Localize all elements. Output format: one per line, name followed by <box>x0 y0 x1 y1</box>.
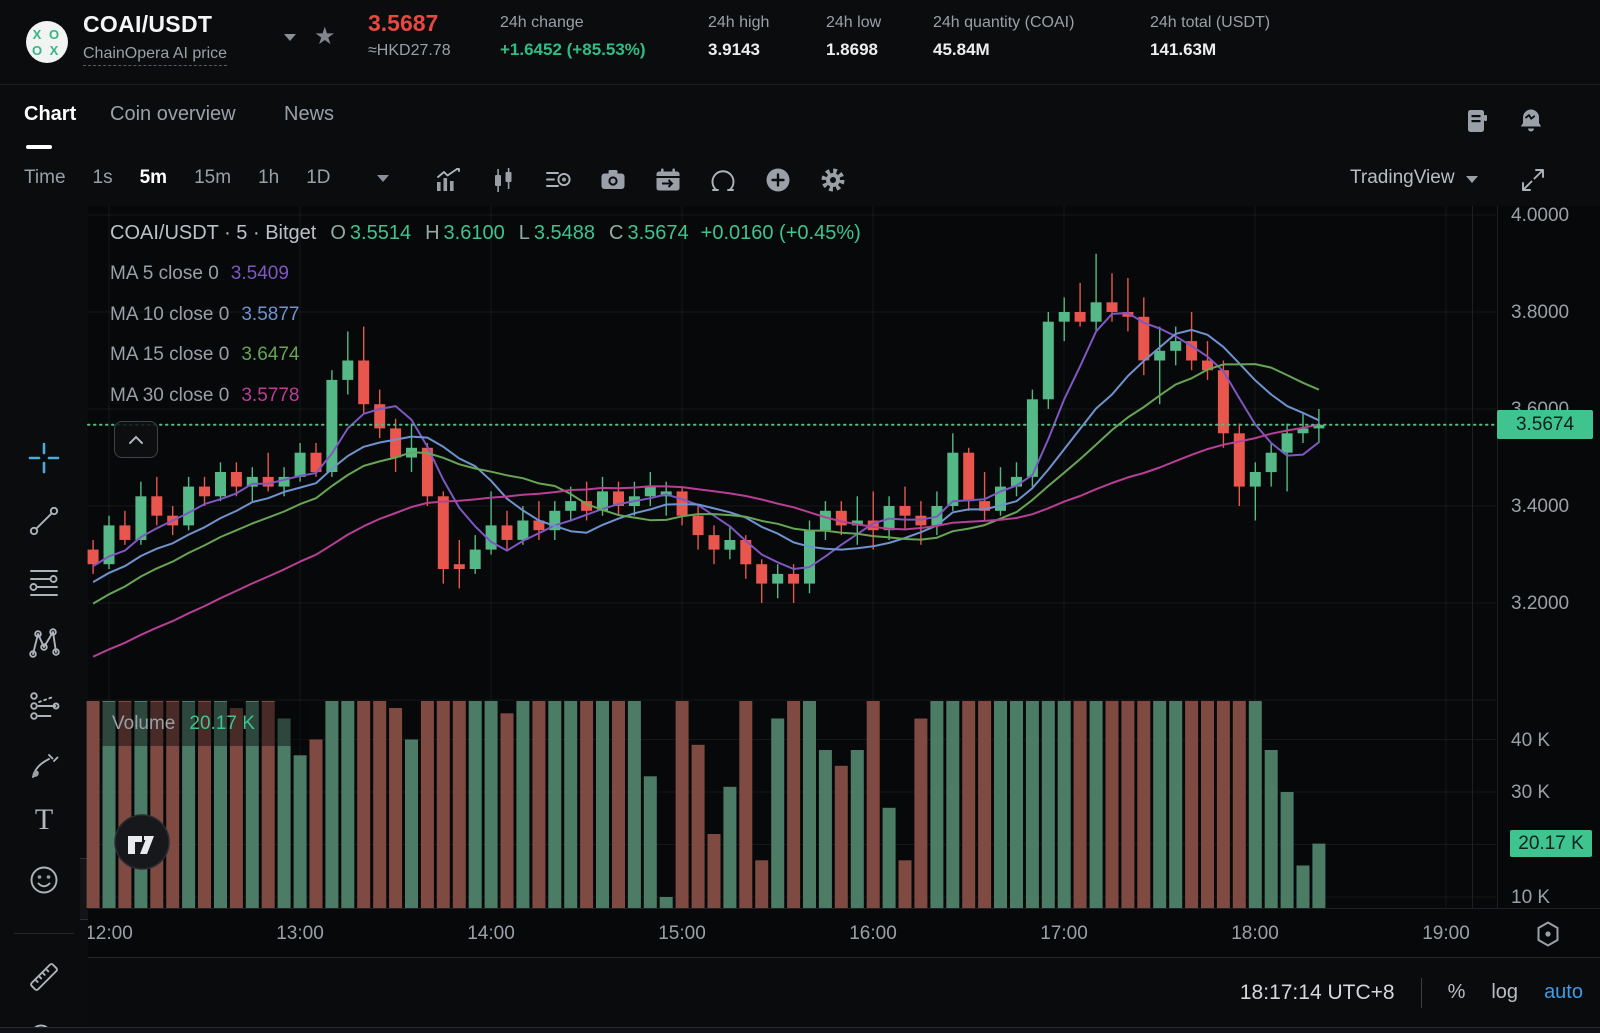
orders-journal-icon[interactable] <box>1462 106 1492 136</box>
timeframe-1h[interactable]: 1h <box>258 167 280 188</box>
status-bar: 18:17:14 UTC+8 % log auto <box>88 957 1600 1027</box>
trend-line-icon[interactable] <box>27 504 61 538</box>
chart-type-icon[interactable] <box>488 165 518 195</box>
pair-title: COAI/USDT <box>83 11 213 37</box>
timeframe-time[interactable]: Time <box>24 167 66 188</box>
chart-toolbar: Time 1s 5m 15m 1h 1D <box>0 150 1600 207</box>
xabcd-pattern-icon[interactable] <box>27 626 61 660</box>
add-indicator-icon[interactable] <box>763 165 793 195</box>
chart-legend: COAI/USDT · 5 · Bitget O 3.5514 H 3.6100 L 3.5… <box>110 222 861 244</box>
timeframe-more-caret-icon[interactable] <box>377 175 389 182</box>
go-to-date-calendar-icon[interactable] <box>653 165 683 195</box>
ma30-legend[interactable]: MA 30 close 0 3.5778 <box>110 385 300 406</box>
timeframe-group: Time 1s 5m 15m 1h 1D <box>24 150 330 206</box>
time-tick: 16:00 <box>849 923 897 944</box>
crosshair-icon[interactable] <box>27 441 61 475</box>
tab-chart[interactable]: Chart <box>24 103 77 125</box>
indicators-icon[interactable] <box>433 165 463 195</box>
header: X O O X COAI/USDT ChainOpera AI price ★ … <box>0 0 1600 85</box>
time-tick: 17:00 <box>1040 923 1088 944</box>
ruler-icon[interactable] <box>27 960 61 994</box>
fullscreen-icon[interactable] <box>1518 165 1548 195</box>
emoji-icon[interactable] <box>27 863 61 897</box>
favorite-star-icon[interactable]: ★ <box>314 23 336 50</box>
volume-tick: 30 K <box>1511 782 1551 803</box>
chart-canvas[interactable] <box>88 206 1600 908</box>
tradingview-logo[interactable] <box>114 814 170 870</box>
svg-text:T: T <box>35 803 53 836</box>
stat-24h-low: 24h low 1.8698 <box>826 14 882 59</box>
indicator-template-icon[interactable] <box>543 165 573 195</box>
ma5-legend[interactable]: MA 5 close 0 3.5409 <box>110 263 289 284</box>
percent-scale-button[interactable]: % <box>1447 981 1466 1003</box>
text-tool-icon[interactable]: T <box>27 802 61 836</box>
svg-text:X: X <box>50 43 59 58</box>
last-price: 3.5687 <box>368 10 439 36</box>
stat-24h-change: 24h change +1.6452 (+85.53%) <box>500 14 646 59</box>
svg-text:X: X <box>33 27 42 42</box>
time-tick: 12:00 <box>88 923 133 944</box>
axis-settings-corner <box>1497 908 1600 958</box>
stat-24h-total: 24h total (USDT) 141.63M <box>1150 14 1271 59</box>
timeframe-5m[interactable]: 5m <box>139 167 168 188</box>
pane-border <box>1472 206 1473 908</box>
timeframe-1s[interactable]: 1s <box>92 167 113 188</box>
price-tick: 3.4000 <box>1511 496 1570 517</box>
time-tick: 15:00 <box>658 923 706 944</box>
coin-logo: X O O X <box>26 21 68 63</box>
price-tick: 4.0000 <box>1511 205 1570 226</box>
price-alert-bell-icon[interactable] <box>1516 106 1546 136</box>
stat-24h-quantity: 24h quantity (COAI) 45.84M <box>933 14 1075 59</box>
fiat-price: ≈HKD27.78 <box>368 42 451 59</box>
brush-icon[interactable] <box>27 749 61 783</box>
active-tab-indicator <box>26 145 52 149</box>
tab-bar: Chart Coin overview News <box>0 85 1600 150</box>
time-tick: 14:00 <box>467 923 515 944</box>
axis-settings-icon[interactable] <box>1533 919 1563 949</box>
time-axis[interactable]: 12:00 13:00 14:00 15:00 16:00 17:00 18:00 19:00 <box>88 908 1497 958</box>
ma10-legend[interactable]: MA 10 close 0 3.5877 <box>110 304 300 325</box>
price-tick: 3.8000 <box>1511 302 1570 323</box>
snapshot-camera-icon[interactable] <box>598 165 628 195</box>
chevron-up-icon <box>129 435 143 444</box>
drawing-toolbar: T <box>0 206 89 1033</box>
tab-news[interactable]: News <box>284 103 335 125</box>
log-scale-button[interactable]: log <box>1491 981 1519 1003</box>
settings-gear-icon[interactable] <box>818 165 848 195</box>
undo-icon[interactable] <box>708 165 738 195</box>
last-price-axis-label: 3.5674 <box>1497 410 1593 440</box>
projection-icon[interactable] <box>27 689 61 723</box>
stat-24h-high: 24h high 3.9143 <box>708 14 770 59</box>
volume-legend[interactable]: Volume 20.17 K <box>102 702 308 746</box>
pair-subtitle[interactable]: ChainOpera AI price <box>83 45 228 66</box>
provider-label[interactable]: TradingView <box>1350 167 1455 188</box>
volume-axis-label: 20.17 K <box>1510 830 1592 858</box>
pair-dropdown-caret-icon[interactable] <box>284 34 296 41</box>
clock[interactable]: 18:17:14 UTC+8 <box>1239 980 1395 1004</box>
divider <box>1420 977 1422 1008</box>
provider-caret-icon[interactable] <box>1466 176 1478 183</box>
volume-tick: 10 K <box>1511 887 1551 908</box>
time-tick: 19:00 <box>1422 923 1470 944</box>
fib-retracement-icon[interactable] <box>27 565 61 599</box>
svg-text:O: O <box>49 27 59 42</box>
time-tick: 13:00 <box>276 923 324 944</box>
ma15-legend[interactable]: MA 15 close 0 3.6474 <box>110 344 300 365</box>
legend-collapse-button[interactable] <box>114 421 158 458</box>
timeframe-15m[interactable]: 15m <box>194 167 232 188</box>
svg-text:O: O <box>32 43 42 58</box>
bottom-strip <box>0 1027 1600 1033</box>
toolbar-divider <box>14 933 74 934</box>
price-tick: 3.2000 <box>1511 593 1570 614</box>
volume-tick: 40 K <box>1511 729 1551 751</box>
auto-scale-button[interactable]: auto <box>1544 981 1583 1003</box>
timeframe-1d[interactable]: 1D <box>306 167 331 188</box>
tab-coin-overview[interactable]: Coin overview <box>110 103 236 125</box>
time-tick: 18:00 <box>1231 923 1279 944</box>
bar-change: +0.0160 (+0.45%) <box>700 222 861 244</box>
